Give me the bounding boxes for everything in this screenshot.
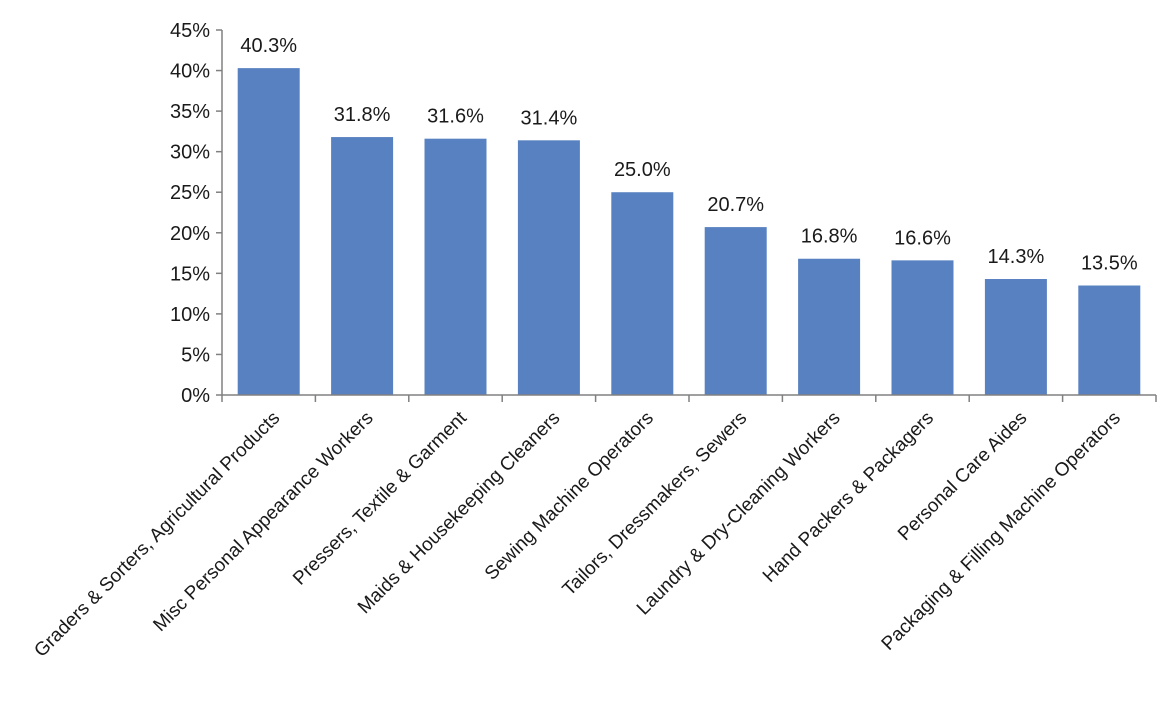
x-tick-label: Sewing Machine Operators — [481, 408, 658, 585]
bars — [237, 68, 1141, 396]
bar — [611, 192, 674, 395]
data-label: 20.7% — [707, 194, 764, 216]
data-label: 40.3% — [240, 35, 297, 57]
bar — [517, 140, 580, 395]
x-tick-label: Tailors, Dressmakers, Sewers — [559, 408, 752, 601]
y-tick-label: 35% — [170, 101, 210, 123]
y-tick-label: 25% — [170, 182, 210, 204]
y-axis: 0% 5% 10% 15% 20% 25% 30% 35% 40% 45% — [170, 20, 223, 407]
data-label: 31.8% — [334, 104, 391, 126]
data-label: 31.4% — [521, 107, 578, 129]
data-label: 31.6% — [427, 106, 484, 128]
bar — [798, 258, 861, 395]
bar — [891, 260, 954, 395]
y-tick-label: 20% — [170, 223, 210, 245]
bar — [424, 138, 487, 395]
bar — [1078, 285, 1141, 395]
y-tick-label: 40% — [170, 61, 210, 83]
x-tick-label: Laundry & Dry-Cleaning Workers — [633, 408, 845, 620]
y-tick-label: 30% — [170, 142, 210, 164]
data-label: 13.5% — [1081, 253, 1138, 275]
x-tick-label: Pressers, Textile & Garment — [289, 407, 471, 589]
data-label: 25.0% — [614, 159, 671, 181]
bar — [984, 279, 1047, 395]
bar — [237, 68, 300, 395]
data-label: 16.6% — [894, 227, 951, 249]
y-tick-label: 5% — [181, 344, 210, 366]
data-label: 14.3% — [988, 246, 1045, 268]
y-tick-label: 0% — [181, 385, 210, 407]
bar — [331, 137, 394, 396]
y-tick-label: 10% — [170, 304, 210, 326]
y-tick-label: 15% — [170, 263, 210, 285]
x-tick-label: Hand Packers & Packagers — [759, 408, 938, 587]
x-axis: Graders & Sorters, Agricultural Products… — [30, 394, 1157, 661]
y-tick-label: 45% — [170, 20, 210, 42]
bar — [704, 227, 767, 395]
data-label: 16.8% — [801, 226, 858, 248]
data-labels: 40.3% 31.8% 31.6% 31.4% 25.0% 20.7% 16.8% 16.6%… — [240, 35, 1138, 274]
x-tick-label: Maids & Housekeeping Cleaners — [354, 408, 565, 619]
